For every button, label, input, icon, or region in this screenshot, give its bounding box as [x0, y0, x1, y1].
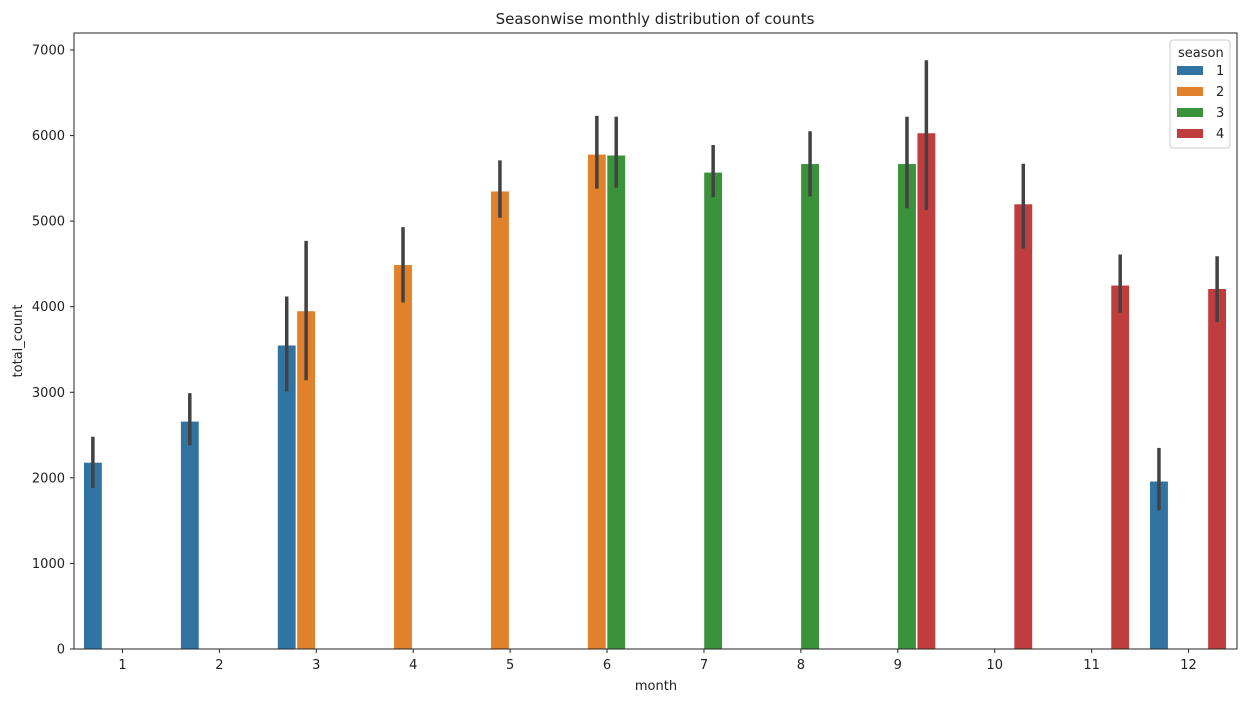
bar-season-2-month-5 [490, 190, 510, 650]
x-tick-label: 6 [603, 658, 611, 673]
x-tick-label: 7 [700, 658, 708, 673]
plot-frame [73, 32, 1238, 650]
y-axis: 0 1000 2000 3000 4000 5000 6000 7000 [32, 44, 74, 658]
legend: season 1 2 3 4 [1169, 39, 1231, 149]
bar-season-1-month-1 [83, 462, 103, 650]
x-tick-label: 4 [409, 658, 417, 673]
x-tick-label: 3 [312, 658, 320, 673]
legend-label-1: 1 [1216, 64, 1224, 79]
x-tick-label: 5 [506, 658, 514, 673]
bar-season-1-month-2 [180, 421, 200, 650]
legend-swatch-4 [1177, 129, 1203, 138]
legend-label-2: 2 [1216, 85, 1224, 100]
bar-season-4-month-12 [1207, 288, 1227, 650]
y-tick-label: 1000 [32, 557, 65, 572]
y-axis-label: total_count [11, 305, 26, 378]
legend-label-3: 3 [1216, 106, 1224, 121]
bar-season-2-month-6 [587, 154, 607, 650]
chart-title: Seasonwise monthly distribution of count… [496, 10, 815, 28]
bar-season-3-month-8 [800, 163, 820, 650]
legend-swatch-1 [1177, 66, 1203, 75]
bar-season-4-month-9 [916, 132, 936, 650]
x-tick-label: 11 [1083, 658, 1100, 673]
bar-season-3-month-7 [703, 172, 723, 650]
y-tick-label: 3000 [32, 386, 65, 401]
legend-label-4: 4 [1216, 127, 1224, 142]
y-tick-label: 4000 [32, 300, 65, 315]
bar-season-2-month-4 [393, 264, 413, 650]
bar-season-3-month-6 [606, 155, 626, 650]
x-tick-label: 9 [894, 658, 902, 673]
y-tick-label: 5000 [32, 215, 65, 230]
bars-layer [83, 132, 1227, 650]
x-tick-label: 8 [797, 658, 805, 673]
x-tick-label: 12 [1180, 658, 1197, 673]
bar-season-4-month-11 [1110, 285, 1130, 650]
legend-swatch-3 [1177, 108, 1203, 117]
x-axis: 1 2 3 4 5 6 7 8 9 10 11 12 [118, 649, 1197, 673]
bar-season-3-month-9 [897, 163, 917, 650]
y-tick-label: 0 [57, 643, 65, 658]
y-tick-label: 2000 [32, 471, 65, 486]
legend-title: season [1178, 46, 1224, 61]
bar-season-4-month-10 [1013, 203, 1033, 650]
y-tick-label: 7000 [32, 44, 65, 59]
x-tick-label: 10 [986, 658, 1003, 673]
errorbars-layer [91, 60, 1219, 511]
x-axis-label: month [635, 679, 677, 694]
x-tick-label: 2 [215, 658, 223, 673]
y-tick-label: 6000 [32, 129, 65, 144]
x-tick-label: 1 [118, 658, 126, 673]
legend-swatch-2 [1177, 87, 1203, 96]
